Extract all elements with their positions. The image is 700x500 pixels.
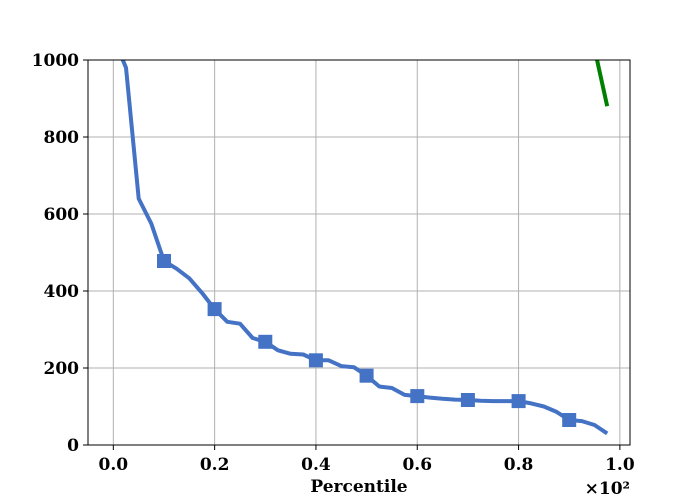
series-1-marker xyxy=(410,389,425,404)
grid xyxy=(88,59,630,446)
x-tick-label: 0.8 xyxy=(504,455,534,475)
series-1-marker xyxy=(359,368,374,383)
series-1-marker xyxy=(157,254,171,268)
y-tick-label: 800 xyxy=(44,128,80,148)
series-1-marker xyxy=(460,393,475,407)
y-tick-label: 0 xyxy=(67,436,79,456)
x-tick-label: 0.0 xyxy=(99,455,129,475)
x-tick-label: 0.2 xyxy=(200,455,230,475)
marker-group xyxy=(157,254,577,427)
y-tick-label: 400 xyxy=(44,282,80,302)
x-axis-label: Percentile xyxy=(310,477,407,497)
x-tick-label: 1.0 xyxy=(605,455,635,475)
series-1-marker xyxy=(562,413,577,427)
x-tick-label: 0.4 xyxy=(301,455,331,475)
series-1-marker xyxy=(308,353,323,368)
y-tick-label: 200 xyxy=(44,359,80,379)
y-tick-label: 1000 xyxy=(32,51,79,71)
y-tick-label: 600 xyxy=(44,205,80,225)
series-1-marker xyxy=(258,334,273,349)
tick-labels: 0.0 0.2 0.4 0.6 0.8 1.0 0 200 400 600 800 1000 xyxy=(32,51,635,475)
series-1-marker xyxy=(511,394,526,409)
series-line-2 xyxy=(595,60,610,107)
x-tick-label: 0.6 xyxy=(402,455,432,475)
series-1-marker xyxy=(207,302,222,317)
x-scale-note: ×10² xyxy=(585,479,630,499)
plot-frame xyxy=(87,59,631,446)
